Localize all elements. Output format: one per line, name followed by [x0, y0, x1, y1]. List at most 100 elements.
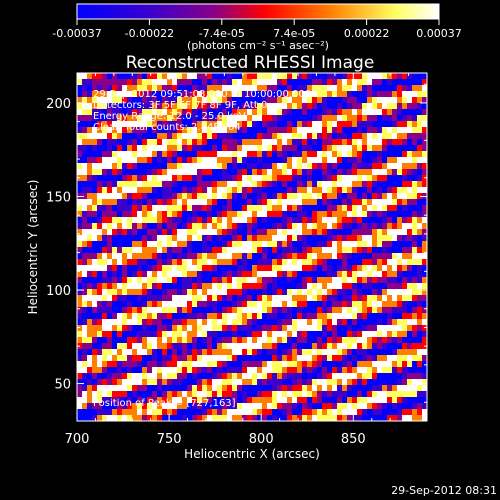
heatmap-cell	[177, 319, 183, 326]
heatmap-cell	[87, 79, 93, 86]
heatmap-cell	[102, 85, 108, 92]
heatmap-cell	[362, 379, 368, 386]
heatmap-cell	[347, 229, 353, 236]
heatmap-cell	[87, 331, 93, 338]
heatmap-cell	[92, 295, 98, 302]
heatmap-cell	[77, 85, 83, 92]
heatmap-cell	[227, 151, 233, 158]
heatmap-cell	[97, 103, 103, 110]
heatmap-cell	[147, 247, 153, 254]
heatmap-cell	[237, 367, 243, 374]
heatmap-cell	[387, 199, 393, 206]
heatmap-cell	[412, 145, 418, 152]
heatmap-cell	[367, 415, 373, 421]
heatmap-cell	[397, 127, 403, 134]
heatmap-cell	[192, 205, 198, 212]
heatmap-cell	[222, 229, 228, 236]
heatmap-cell	[187, 181, 193, 188]
heatmap-cell	[297, 127, 303, 134]
heatmap-cell	[367, 265, 373, 272]
heatmap-cell	[402, 283, 408, 290]
heatmap-cell	[257, 319, 263, 326]
heatmap-cell	[287, 265, 293, 272]
heatmap-cell	[127, 187, 133, 194]
heatmap-cell	[352, 289, 358, 296]
heatmap-cell	[132, 121, 138, 128]
heatmap-cell	[242, 175, 248, 182]
heatmap-cell	[162, 271, 168, 278]
heatmap-cell	[217, 109, 223, 116]
heatmap-cell	[247, 301, 253, 308]
heatmap-cell	[382, 415, 388, 421]
heatmap-cell	[367, 301, 373, 308]
heatmap-cell	[322, 223, 328, 230]
heatmap-cell	[357, 79, 363, 86]
heatmap-cell	[162, 187, 168, 194]
heatmap-cell	[157, 241, 163, 248]
heatmap-cell	[372, 313, 378, 320]
heatmap-cell	[332, 313, 338, 320]
heatmap-cell	[247, 187, 253, 194]
heatmap-cell	[182, 361, 188, 368]
heatmap-cell	[247, 103, 253, 110]
heatmap-cell	[302, 139, 308, 146]
heatmap-cell	[342, 193, 348, 200]
colorbar-ticks: -0.00037 -0.00022 -7.4e-05 7.4e-05 0.00022 0.…	[52, 19, 462, 40]
heatmap-cell	[382, 379, 388, 386]
heatmap-cell	[157, 265, 163, 272]
heatmap-cell	[247, 361, 253, 368]
heatmap-cell	[272, 367, 278, 374]
heatmap-cell	[327, 295, 333, 302]
heatmap-cell	[292, 91, 298, 98]
heatmap-cell	[167, 313, 173, 320]
heatmap-cell	[242, 271, 248, 278]
heatmap-cell	[167, 133, 173, 140]
heatmap-cell	[242, 289, 248, 296]
heatmap-cell	[182, 301, 188, 308]
heatmap-cell	[377, 295, 383, 302]
heatmap-cell	[262, 295, 268, 302]
heatmap-cell	[142, 223, 148, 230]
heatmap-cell	[192, 73, 198, 80]
heatmap-cell	[107, 325, 113, 332]
heatmap-cell	[117, 313, 123, 320]
heatmap-cell	[127, 97, 133, 104]
heatmap-cell	[292, 349, 298, 356]
heatmap-cell	[402, 73, 408, 80]
heatmap-cell	[357, 295, 363, 302]
heatmap-cell	[147, 295, 153, 302]
heatmap-cell	[237, 217, 243, 224]
heatmap-cell	[322, 265, 328, 272]
heatmap-cell	[197, 85, 203, 92]
heatmap-cell	[192, 367, 198, 374]
heatmap-cell	[202, 361, 208, 368]
heatmap-cell	[167, 343, 173, 350]
heatmap-cell	[82, 361, 88, 368]
heatmap-cell	[157, 373, 163, 380]
heatmap-cell	[322, 409, 328, 416]
heatmap-cell	[167, 175, 173, 182]
heatmap-cell	[332, 337, 338, 344]
heatmap-cell	[127, 175, 133, 182]
heatmap-cell	[237, 175, 243, 182]
heatmap-cell	[227, 295, 233, 302]
heatmap-cell	[92, 397, 98, 404]
heatmap-cell	[227, 127, 233, 134]
heatmap-cell	[227, 181, 233, 188]
heatmap-cell	[92, 205, 98, 212]
heatmap-cell	[322, 181, 328, 188]
heatmap-cell	[272, 373, 278, 380]
heatmap-cell	[242, 133, 248, 140]
heatmap-cell	[402, 199, 408, 206]
heatmap-cell	[397, 205, 403, 212]
heatmap-cell	[347, 331, 353, 338]
heatmap-cell	[92, 319, 98, 326]
heatmap-cell	[327, 379, 333, 386]
heatmap-cell	[92, 229, 98, 236]
heatmap-cell	[367, 247, 373, 254]
heatmap-cell	[397, 169, 403, 176]
heatmap-cell	[112, 289, 118, 296]
heatmap-cell	[222, 97, 228, 104]
heatmap-cell	[162, 229, 168, 236]
heatmap-cell	[87, 289, 93, 296]
